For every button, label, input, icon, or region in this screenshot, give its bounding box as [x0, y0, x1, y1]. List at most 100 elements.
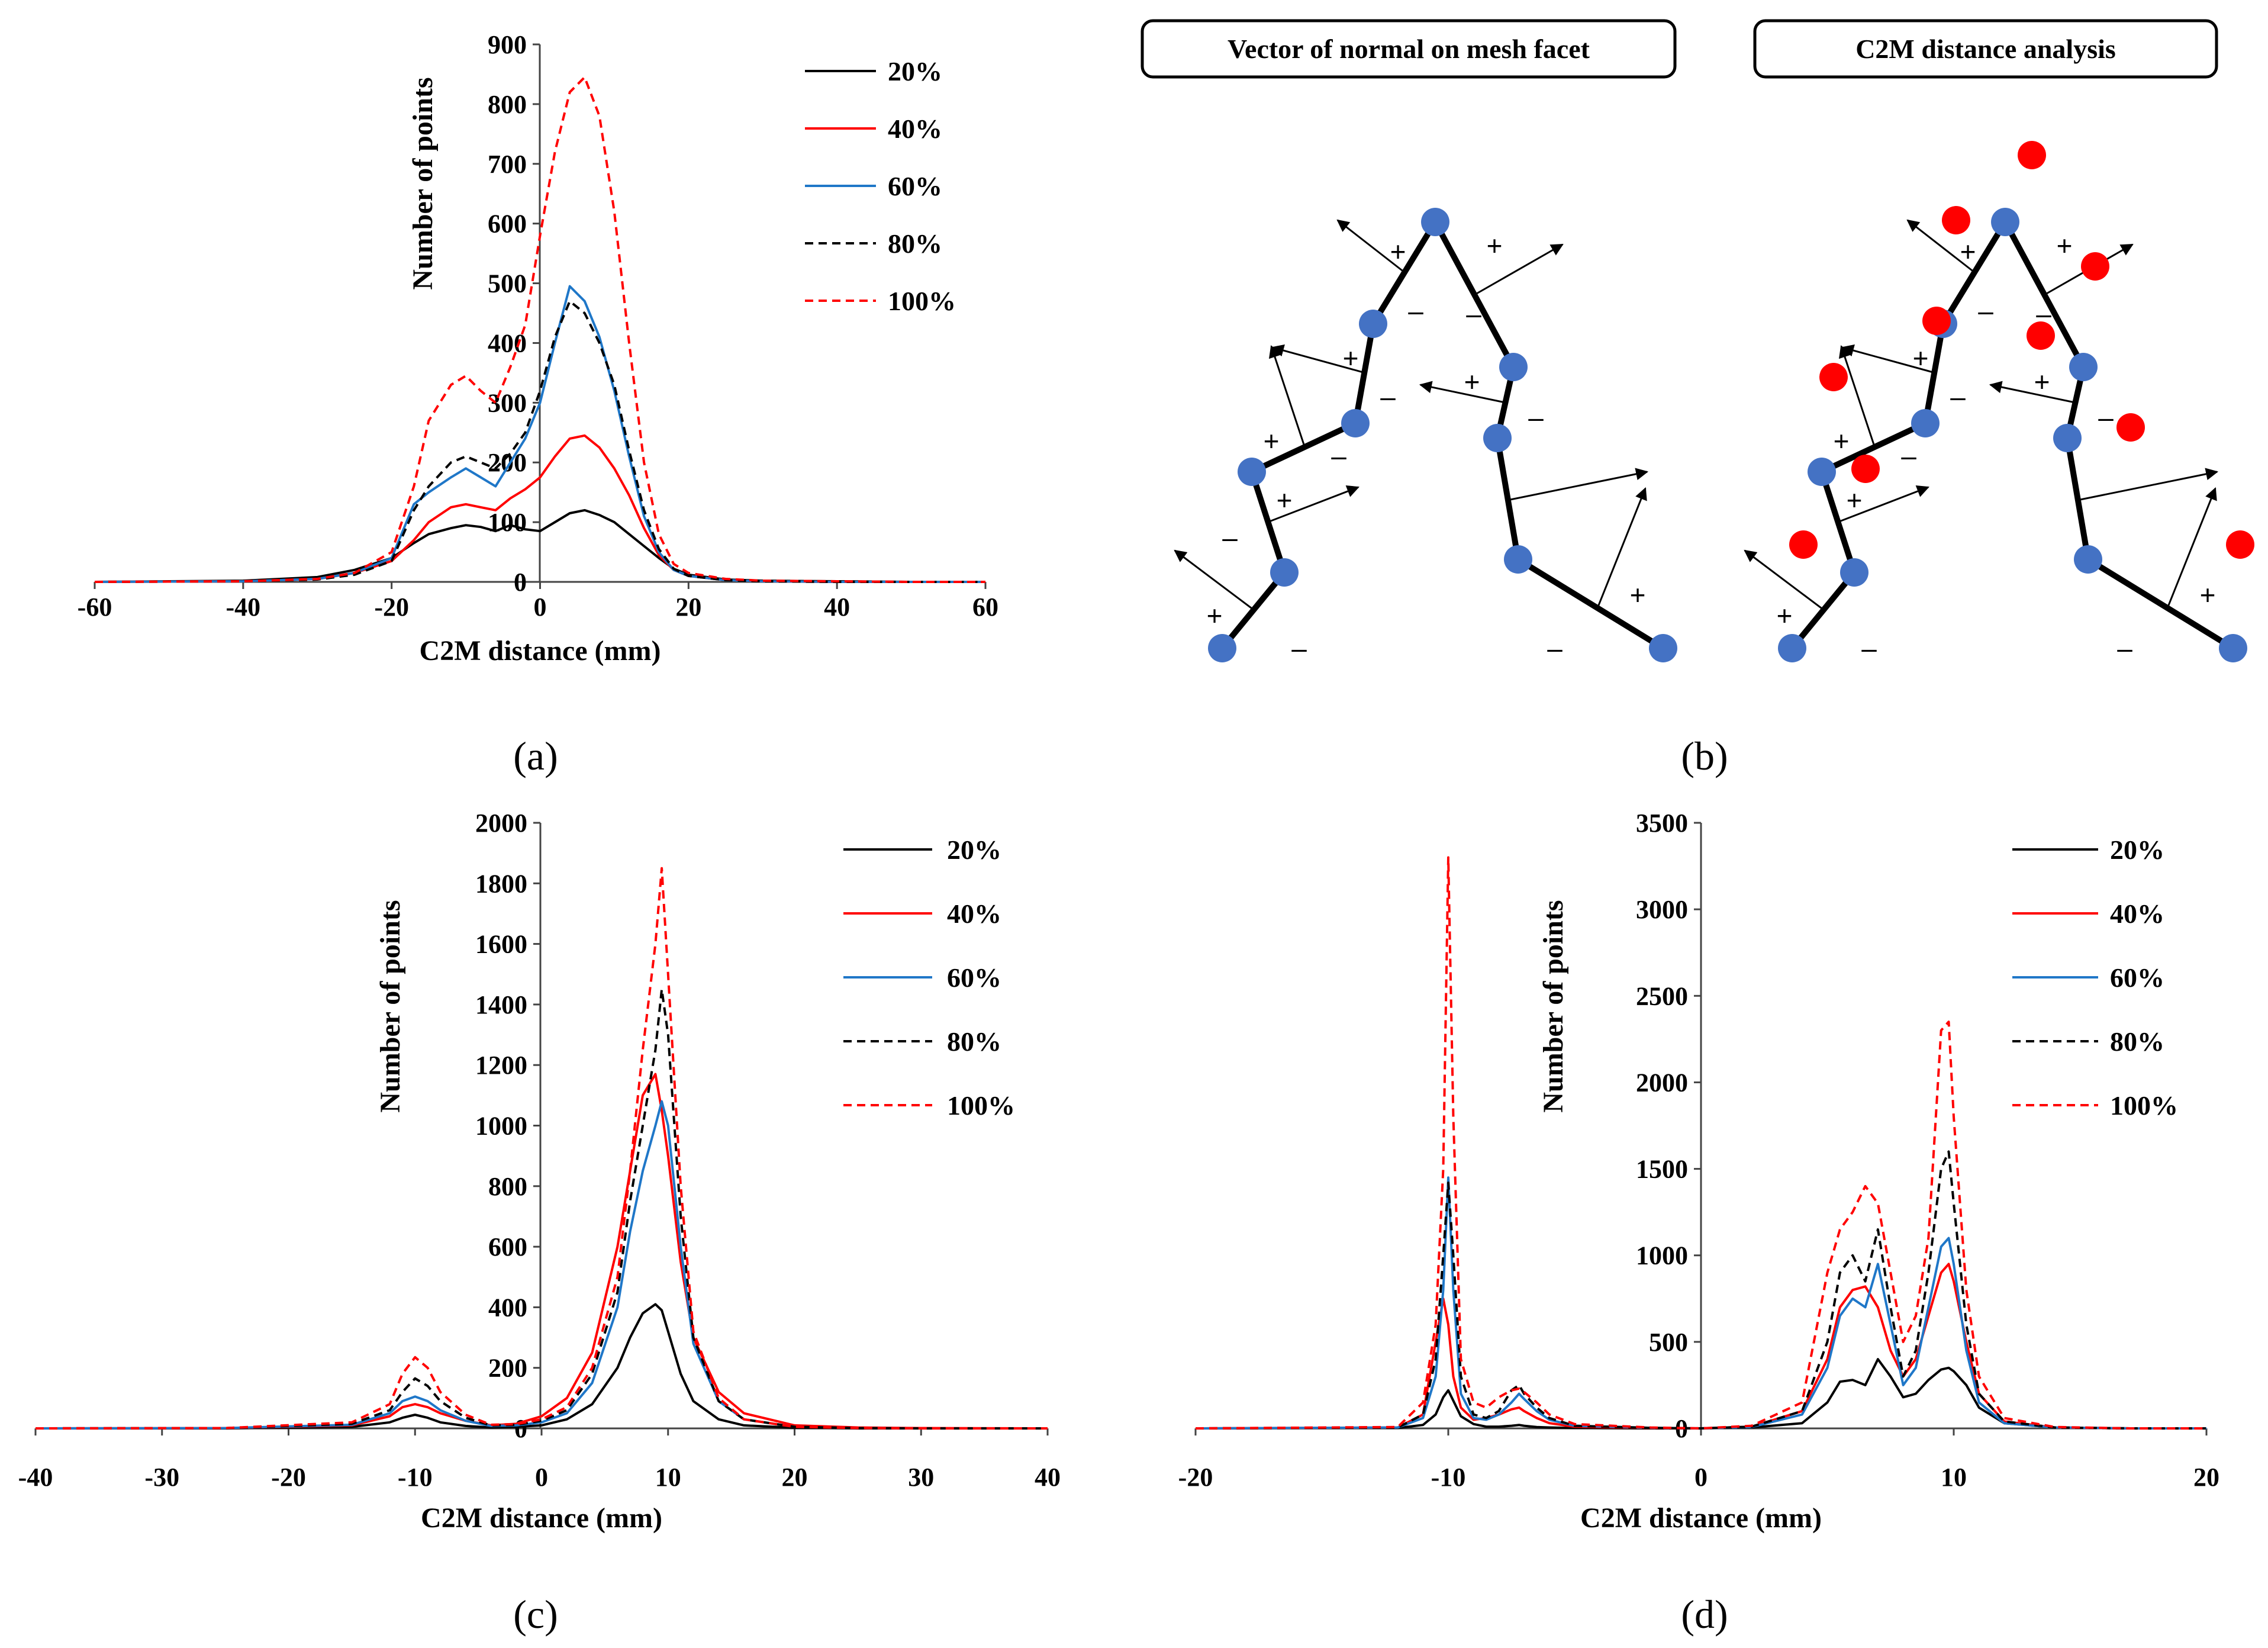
x-tick-label: 0 [535, 1463, 548, 1492]
series-line-60pct [35, 1100, 1048, 1430]
y-tick-label: 2500 [1636, 981, 1688, 1010]
plus-sign: + [1207, 600, 1223, 631]
chart-a: -60 -40 -20 0 20 40 60010020030040050060070080… [78, 30, 998, 667]
title-right: C2M distance analysis [1855, 34, 2116, 64]
cloud-point [1942, 206, 1970, 234]
minus-sign: – [1861, 633, 1877, 664]
cloud-point [1851, 455, 1880, 483]
minus-sign: – [1901, 440, 1916, 471]
mesh-vertex [1649, 634, 1677, 662]
normal-vector-arrow [1475, 243, 1564, 295]
x-tick-label: 20 [782, 1463, 808, 1492]
mesh-vertex [1840, 558, 1868, 587]
legend-label: 20% [888, 56, 942, 86]
x-tick-label: -20 [1178, 1463, 1213, 1492]
legend-label: 100% [888, 286, 956, 316]
plus-sign: + [1343, 343, 1359, 374]
x-tick-label: -60 [78, 593, 112, 622]
x-axis-label: C2M distance (mm) [421, 1502, 662, 1534]
mesh-vertex [2219, 634, 2247, 662]
y-tick-label: 2000 [475, 809, 527, 838]
y-axis-label: Number of points [407, 77, 439, 289]
diagram-b: Vector of normal on mesh facet C2M dista… [1141, 19, 2254, 664]
x-tick-label: -10 [398, 1463, 433, 1492]
normal-vector-arrow [1906, 219, 1975, 273]
mesh-vertex [2074, 545, 2102, 574]
y-tick-label: 900 [488, 30, 527, 59]
y-tick-label: 400 [488, 329, 527, 358]
mesh-vertex [2069, 353, 2098, 381]
legend-label: 80% [888, 228, 942, 259]
y-tick-label: 100 [488, 508, 527, 537]
y-tick-label: 300 [488, 388, 527, 417]
y-tick-label: 200 [488, 448, 527, 477]
mesh-left: +––++ –+–+–+–+–+– [1174, 208, 1677, 664]
x-tick-label: -20 [271, 1463, 306, 1492]
panel-label-c: (c) [513, 1592, 558, 1637]
minus-sign: – [1291, 633, 1307, 664]
panel-label-b: (b) [1681, 733, 1728, 778]
cloud-point [1819, 363, 1848, 391]
y-tick-label: 3000 [1636, 895, 1688, 924]
plus-sign: + [1630, 580, 1646, 610]
normal-vector-arrow [1419, 381, 1506, 404]
series-line-80pct [35, 988, 1048, 1430]
legend-label: 40% [2110, 899, 2164, 929]
series-line-100pct [94, 76, 985, 583]
y-tick-label: 500 [488, 269, 527, 298]
x-tick-label: -40 [18, 1463, 53, 1492]
mesh-vertex [1238, 458, 1266, 486]
cloud-point [2027, 321, 2055, 350]
legend-label: 80% [947, 1026, 1001, 1057]
normal-vector-arrow [1838, 345, 1876, 449]
x-tick-label: 20 [2193, 1463, 2219, 1492]
plus-sign: + [1834, 426, 1850, 456]
y-tick-label: 2000 [1636, 1068, 1688, 1097]
title-box-left [1141, 19, 1677, 79]
cloud-point [1922, 307, 1951, 335]
x-tick-label: 40 [824, 593, 850, 622]
mesh-vertex [1341, 409, 1370, 437]
cloud-point [2018, 141, 2046, 169]
y-axis-label: Number of points [375, 900, 406, 1112]
normal-vector-arrow [1989, 381, 2076, 404]
panel-label-d: (d) [1681, 1592, 1728, 1637]
panel-label-a: (a) [513, 733, 558, 778]
title-left: Vector of normal on mesh facet [1228, 34, 1590, 64]
series-line-40pct [35, 1073, 1048, 1430]
y-tick-label: 1800 [475, 869, 527, 898]
mesh-vertex [1359, 310, 1387, 338]
mesh-vertex [1270, 558, 1299, 587]
title-box-right [1753, 19, 2218, 79]
x-tick-label: -10 [1431, 1463, 1466, 1492]
minus-sign: – [2098, 402, 2114, 433]
y-tick-label: 600 [488, 210, 527, 239]
plus-sign: + [1777, 600, 1793, 631]
normal-vector-arrow [1271, 344, 1366, 374]
normal-vector-arrow [1841, 344, 1936, 374]
y-tick-label: 400 [488, 1293, 527, 1322]
normal-vector-arrow [1336, 219, 1405, 273]
x-tick-label: 0 [534, 593, 547, 622]
normal-vector-arrow [1268, 345, 1306, 449]
y-axis-label: Number of points [1538, 900, 1569, 1112]
y-tick-label: 1200 [475, 1051, 527, 1080]
legend-label: 20% [947, 835, 1001, 865]
normal-vector-arrow [2077, 468, 2219, 501]
mesh-vertex [1778, 634, 1806, 662]
y-tick-label: 1000 [475, 1112, 527, 1141]
series-line-100pct [35, 867, 1048, 1430]
plus-sign: + [1487, 230, 1503, 261]
legend-label: 40% [947, 899, 1001, 929]
minus-sign: – [1978, 295, 1993, 326]
mesh-right: +––++–+–+–+–+–+– [1744, 141, 2254, 664]
y-tick-label: 800 [488, 90, 527, 119]
x-tick-label: 60 [972, 593, 998, 622]
minus-sign: – [1331, 440, 1346, 471]
mesh-vertex [1808, 458, 1836, 486]
y-tick-label: 1400 [475, 990, 527, 1019]
legend-label: 100% [947, 1090, 1015, 1121]
y-tick-label: 600 [488, 1232, 527, 1261]
series-line-80pct [94, 300, 985, 583]
